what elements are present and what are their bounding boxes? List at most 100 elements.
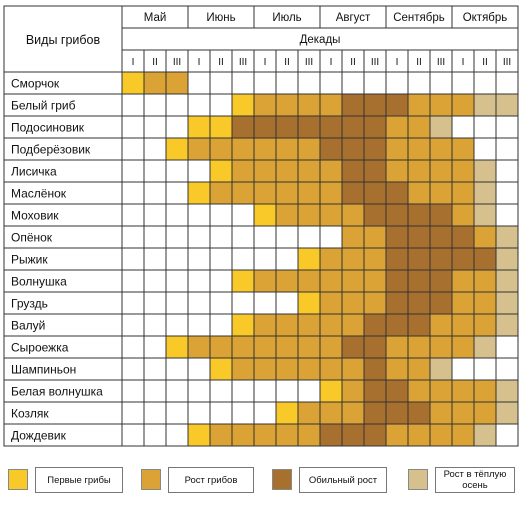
- legend-label-growth: Рост грибов: [168, 467, 254, 493]
- heatmap-cell: [298, 72, 320, 94]
- heatmap-cell: [122, 72, 144, 94]
- heatmap-cell: [452, 380, 474, 402]
- heatmap-cell: [276, 292, 298, 314]
- decade-tick-label: III: [503, 57, 511, 68]
- row-label: Белый гриб: [11, 99, 76, 113]
- heatmap-cell: [254, 292, 276, 314]
- heatmap-cell: [166, 336, 188, 358]
- heatmap-cell: [430, 270, 452, 292]
- heatmap-cell: [474, 424, 496, 446]
- heatmap-cell: [232, 402, 254, 424]
- heatmap-cell: [320, 160, 342, 182]
- heatmap-cell: [496, 424, 518, 446]
- legend-swatch-growth: [141, 469, 161, 490]
- decade-tick-label: II: [350, 57, 356, 68]
- legend-label-warm-autumn: Рост в тёплую осень: [435, 467, 515, 493]
- heatmap-cell: [430, 402, 452, 424]
- heatmap-cell: [210, 270, 232, 292]
- heatmap-cell: [408, 226, 430, 248]
- heatmap-cell: [320, 94, 342, 116]
- decade-tick-label: I: [264, 57, 267, 68]
- heatmap-cell: [474, 72, 496, 94]
- heatmap-cell: [408, 358, 430, 380]
- heatmap-cell: [452, 292, 474, 314]
- decade-tick-label: I: [462, 57, 465, 68]
- heatmap-cell: [188, 182, 210, 204]
- heatmap-cell: [188, 72, 210, 94]
- heatmap-cell: [232, 138, 254, 160]
- heatmap-cell: [364, 182, 386, 204]
- heatmap-cell: [386, 292, 408, 314]
- heatmap-cell: [364, 226, 386, 248]
- heatmap-cell: [188, 160, 210, 182]
- legend-swatch-abundant: [272, 469, 292, 490]
- heatmap-cell: [496, 182, 518, 204]
- heatmap-cell: [408, 116, 430, 138]
- heatmap-cell: [430, 72, 452, 94]
- heatmap-cell: [320, 226, 342, 248]
- heatmap-cell: [232, 226, 254, 248]
- heatmap-cell: [496, 380, 518, 402]
- heatmap-cell: [386, 358, 408, 380]
- row-label: Шампиньон: [11, 363, 76, 377]
- heatmap-cell: [386, 314, 408, 336]
- row-label: Подберёзовик: [11, 143, 91, 157]
- heatmap-cell: [452, 94, 474, 116]
- heatmap-cell: [122, 358, 144, 380]
- heatmap-cell: [210, 160, 232, 182]
- heatmap-cell: [386, 226, 408, 248]
- heatmap-cell: [496, 358, 518, 380]
- heatmap-cell: [342, 182, 364, 204]
- heatmap-cell: [254, 226, 276, 248]
- heatmap-cell: [452, 160, 474, 182]
- month-label: Май: [144, 12, 167, 24]
- heatmap-cell: [408, 94, 430, 116]
- heatmap-cell: [166, 160, 188, 182]
- heatmap-cell: [276, 314, 298, 336]
- month-label: Август: [336, 12, 371, 24]
- heatmap-cell: [386, 424, 408, 446]
- heatmap-cell: [342, 116, 364, 138]
- heatmap-cell: [210, 248, 232, 270]
- heatmap-cell: [408, 182, 430, 204]
- heatmap-cell: [232, 424, 254, 446]
- heatmap-cell: [210, 72, 232, 94]
- heatmap-cell: [188, 424, 210, 446]
- heatmap-cell: [232, 380, 254, 402]
- heatmap-cell: [342, 248, 364, 270]
- heatmap-cell: [320, 204, 342, 226]
- heatmap-cell: [122, 424, 144, 446]
- heatmap-cell: [210, 226, 232, 248]
- heatmap-cell: [430, 248, 452, 270]
- heatmap-cell: [254, 182, 276, 204]
- row-label: Сыроежка: [11, 341, 69, 355]
- heatmap-cell: [452, 226, 474, 248]
- heatmap-cell: [386, 182, 408, 204]
- heatmap-cell: [342, 380, 364, 402]
- heatmap-cell: [320, 424, 342, 446]
- heatmap-cell: [276, 424, 298, 446]
- heatmap-cell: [408, 248, 430, 270]
- heatmap-cell: [496, 314, 518, 336]
- heatmap-cell: [166, 270, 188, 292]
- heatmap-cell: [188, 138, 210, 160]
- heatmap-cell: [210, 138, 232, 160]
- heatmap-cell: [232, 116, 254, 138]
- row-label: Рыжик: [11, 253, 48, 267]
- decade-tick-label: I: [396, 57, 399, 68]
- heatmap-cell: [122, 226, 144, 248]
- heatmap-cell: [342, 138, 364, 160]
- heatmap-cell: [122, 380, 144, 402]
- month-label: Сентябрь: [393, 12, 445, 24]
- heatmap-cell: [430, 204, 452, 226]
- heatmap-cell: [320, 72, 342, 94]
- heatmap-cell: [144, 116, 166, 138]
- heatmap-cell: [320, 336, 342, 358]
- heatmap-cell: [210, 116, 232, 138]
- heatmap-cell: [122, 182, 144, 204]
- heatmap-cell: [276, 138, 298, 160]
- heatmap-cell: [298, 424, 320, 446]
- heatmap-cell: [254, 380, 276, 402]
- heatmap-cell: [386, 160, 408, 182]
- row-label: Белая волнушка: [11, 385, 103, 399]
